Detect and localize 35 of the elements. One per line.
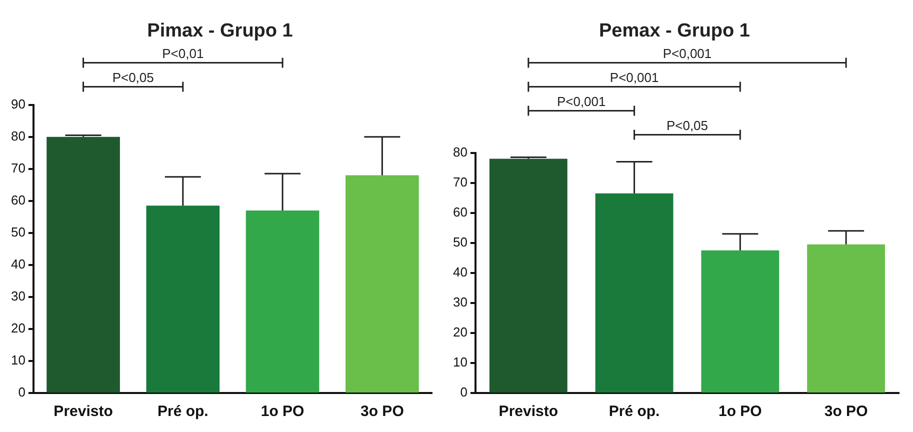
text: P<0,001 <box>662 46 712 61</box>
x-tick-label: Previsto <box>54 403 113 420</box>
y-tick-label: 0 <box>460 384 468 400</box>
y-tick-label: 20 <box>452 324 468 340</box>
y-tick-label: 80 <box>10 128 26 144</box>
y-tick-label: 30 <box>10 288 26 304</box>
y-tick-label: 50 <box>452 234 468 250</box>
x-tick-label: Pré op. <box>157 403 208 420</box>
y-tick-label: 20 <box>10 320 26 336</box>
y-tick-label: 50 <box>10 224 26 240</box>
y-tick-label: 40 <box>452 264 468 280</box>
x-tick-label: Previsto <box>498 403 558 420</box>
x-tick-label: 3o PO <box>824 403 868 420</box>
y-tick-label: 10 <box>452 354 468 370</box>
y-tick-label: 90 <box>10 96 26 112</box>
y-tick-label: 70 <box>10 160 26 176</box>
chart-title: Pemax - Grupo 1 <box>599 20 750 42</box>
x-tick-label: Pré op. <box>608 403 660 420</box>
text: P<0,01 <box>162 46 204 61</box>
x-tick-label: 1o PO <box>260 403 305 420</box>
text: P<0,05 <box>666 118 708 133</box>
y-tick-label: 70 <box>452 174 468 190</box>
y-tick-label: 80 <box>452 144 468 160</box>
x-tick-label: 3o PO <box>360 403 404 420</box>
y-tick-label: 30 <box>452 294 468 310</box>
y-tick-label: 60 <box>10 192 26 208</box>
text: P<0,05 <box>112 70 154 85</box>
y-tick-label: 10 <box>10 352 26 368</box>
y-tick-label: 0 <box>18 384 26 400</box>
chart-title: Pimax - Grupo 1 <box>147 20 294 42</box>
text: P<0,001 <box>610 70 659 85</box>
y-tick-label: 40 <box>10 256 26 272</box>
y-tick-label: 60 <box>452 204 468 220</box>
text: P<0,001 <box>556 94 606 109</box>
x-tick-label: 1o PO <box>718 403 762 420</box>
